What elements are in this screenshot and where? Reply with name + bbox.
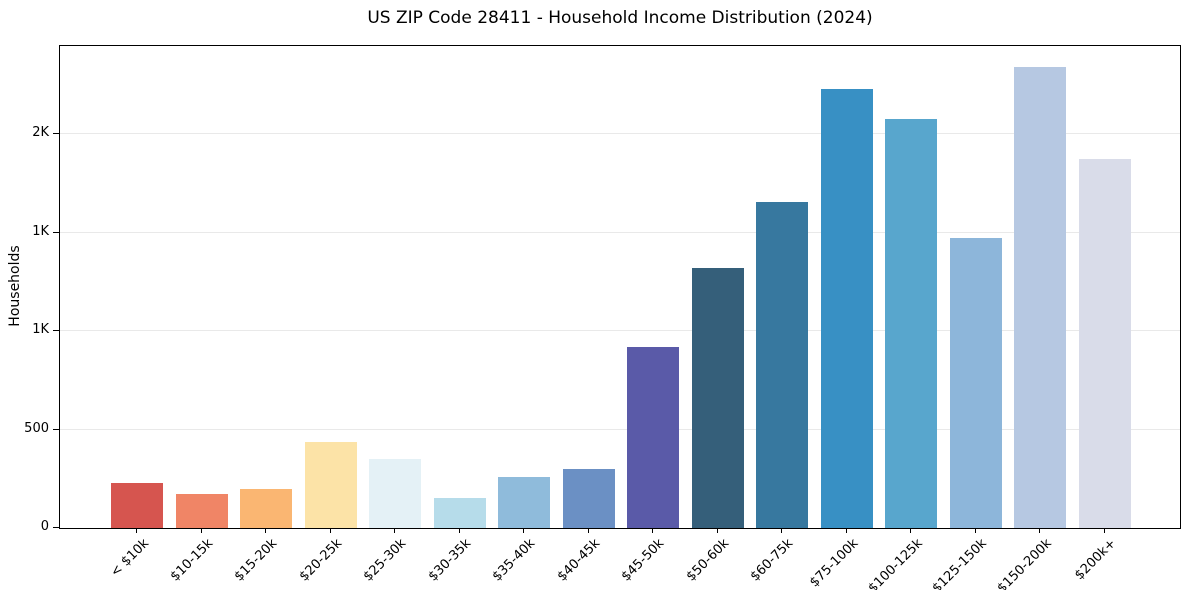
y-tick-mark <box>53 527 59 528</box>
x-tick-mark <box>974 528 976 533</box>
y-tick-label: 500 <box>24 420 49 436</box>
y-tick-mark <box>53 428 59 430</box>
x-tick-label-text: $75-100k <box>806 536 862 590</box>
chart-title: US ZIP Code 28411 - Household Income Dis… <box>367 8 873 28</box>
bar-< $10k <box>111 482 163 528</box>
bar-$125-150k <box>949 237 1002 528</box>
y-tick-label: 1K <box>32 223 49 239</box>
x-tick-label-text: $125-150k <box>929 536 991 590</box>
x-tick-mark <box>587 528 589 533</box>
y-tick-mark <box>53 133 59 135</box>
x-tick-mark <box>329 528 331 533</box>
bar-$20-25k <box>304 441 357 528</box>
x-tick-label-text: < $10k <box>107 536 152 581</box>
x-tick-mark <box>394 528 395 533</box>
x-tick-label-text: $60-75k <box>748 536 797 585</box>
bar-$100-125k <box>885 119 937 528</box>
y-tick-label: 1K <box>32 322 49 338</box>
y-tick-label: 2K <box>32 125 49 141</box>
x-tick-label-text: $30-35k <box>425 536 475 585</box>
x-tick-mark <box>781 528 782 533</box>
x-tick-label-text: $25-30k <box>361 536 410 585</box>
x-tick-mark <box>845 528 847 533</box>
x-tick-label-text: $15-20k <box>232 536 281 585</box>
x-tick-label-text: $100-125k <box>865 536 926 590</box>
bar-$50-60k <box>691 268 744 528</box>
x-tick-mark <box>458 528 460 533</box>
x-tick-mark <box>1103 528 1105 533</box>
bar-$200k+ <box>1078 158 1131 528</box>
bar-$75-100k <box>820 89 873 528</box>
x-tick-mark <box>136 528 137 533</box>
gridline-1K <box>60 231 1180 233</box>
bar-$10-15k <box>175 493 228 528</box>
x-tick-label-text: $45-50k <box>619 536 668 585</box>
x-tick-mark <box>910 528 911 533</box>
x-tick-label-text: $150-200k <box>994 536 1055 590</box>
bar-$40-45k <box>562 468 615 528</box>
x-tick-label-text: $35-40k <box>490 536 539 585</box>
bar-$150-200k <box>1014 67 1066 528</box>
bar-$15-20k <box>240 488 292 528</box>
x-tick-mark <box>200 528 202 533</box>
x-tick-label-text: $20-25k <box>296 536 346 585</box>
gridline-2K <box>60 133 1180 135</box>
gridline-1K <box>60 330 1180 332</box>
bar-$35-40k <box>498 476 550 528</box>
x-tick-mark <box>716 528 718 533</box>
y-tick-label: 0 <box>40 519 49 534</box>
x-tick-mark <box>265 528 266 533</box>
x-tick-label-text: $50-60k <box>683 536 733 585</box>
x-tick-label-text: $10-15k <box>167 536 217 585</box>
x-tick-mark <box>1039 528 1040 533</box>
plot-area <box>59 45 1181 529</box>
bar-$45-50k <box>627 347 679 528</box>
y-axis-label: Households <box>7 245 23 327</box>
x-tick-mark <box>523 528 524 533</box>
bar-$60-75k <box>756 201 808 528</box>
x-tick-label-text: $200k+ <box>1072 536 1120 584</box>
y-tick-mark <box>53 330 59 332</box>
x-tick-label-text: $40-45k <box>554 536 604 585</box>
x-tick-mark <box>652 528 653 533</box>
bar-$25-30k <box>369 458 421 528</box>
y-tick-mark <box>53 231 59 233</box>
gridline-500 <box>60 428 1180 430</box>
bar-$30-35k <box>433 497 486 528</box>
